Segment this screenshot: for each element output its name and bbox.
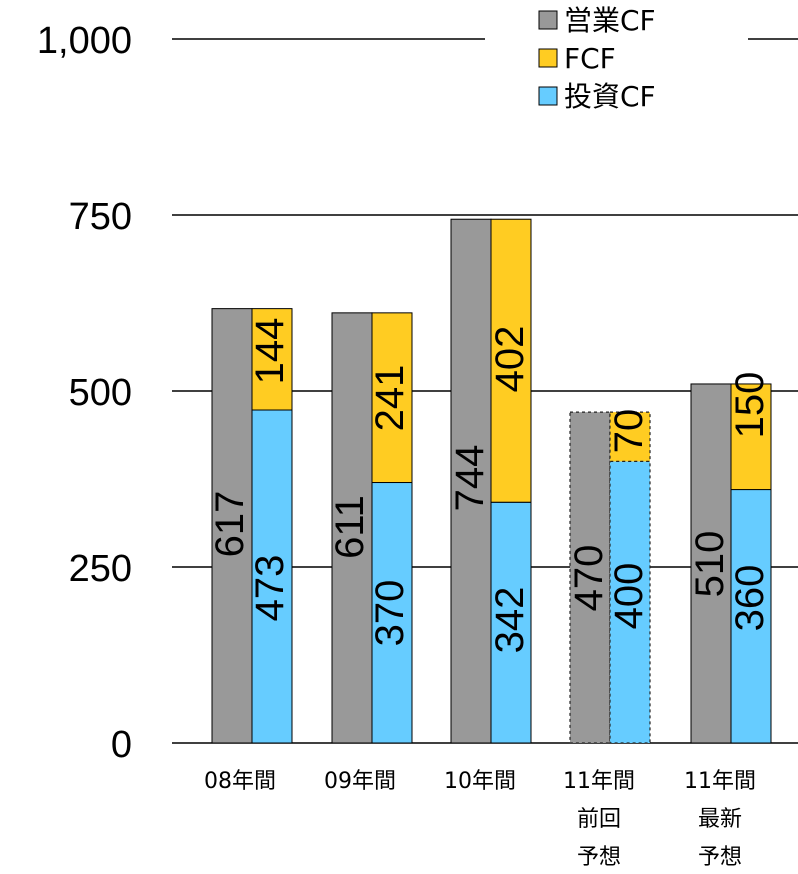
bars [211,218,772,744]
fcf-value-label: 150 [728,372,772,439]
x-category-label: 11年間 [684,769,756,794]
x-category-label: 08年間 [204,769,276,794]
x-category-label: 11年間 [563,769,635,794]
operating-cf-value-label: 744 [448,445,492,512]
legend-swatch [538,48,558,68]
bar-investing-cf [730,489,772,744]
bar-fcf [251,308,293,411]
fcf-value-label: 70 [607,409,651,454]
x-category-label: 最新 [698,807,742,832]
legend-label: 投資CF [564,80,656,113]
bar-investing-cf [251,409,293,744]
bar-investing-cf [371,482,413,744]
x-category-label: 予想 [698,845,742,870]
fcf-value-label: 402 [488,326,532,393]
legend-label: 営業CF [564,4,656,37]
operating-cf-value-label: 617 [208,491,252,558]
fcf-value-label: 144 [248,318,292,385]
bar-operating-cf [450,218,492,744]
x-category-label: 予想 [577,845,621,870]
operating-cf-value-label: 470 [567,545,611,612]
legend-swatch [538,10,558,30]
x-category-label: 10年間 [444,769,516,794]
investing-cf-value-label: 473 [248,555,292,622]
bar-investing-cf [609,460,651,744]
y-tick-label: 750 [69,196,132,238]
fcf-value-label: 241 [368,365,412,432]
bar-investing-cf [490,501,532,744]
legend-label: FCF [564,42,616,75]
bar-fcf [730,383,772,491]
operating-cf-value-label: 611 [328,495,372,559]
y-tick-label: 0 [111,724,132,766]
investing-cf-value-label: 342 [488,587,532,654]
investing-cf-value-label: 400 [607,563,651,630]
bar-fcf [490,218,532,503]
operating-cf-value-label: 510 [688,531,732,598]
y-tick-label: 1,000 [37,20,132,62]
x-category-label: 09年間 [324,769,396,794]
y-axis-ticks: 0 250 500 750 1,000 [37,20,132,766]
bar-operating-cf [211,308,253,744]
y-tick-label: 250 [69,548,132,590]
bar-operating-cf [331,312,373,744]
bar-operating-cf [569,411,611,744]
investing-cf-value-label: 370 [368,580,412,647]
x-category-label: 前回 [577,807,621,832]
legend: 営業CF FCF 投資CF [538,4,656,113]
investing-cf-value-label: 360 [728,565,772,632]
y-tick-label: 500 [69,372,132,414]
bar-fcf [371,312,413,484]
bar-fcf [609,411,651,462]
legend-swatch [538,86,558,106]
